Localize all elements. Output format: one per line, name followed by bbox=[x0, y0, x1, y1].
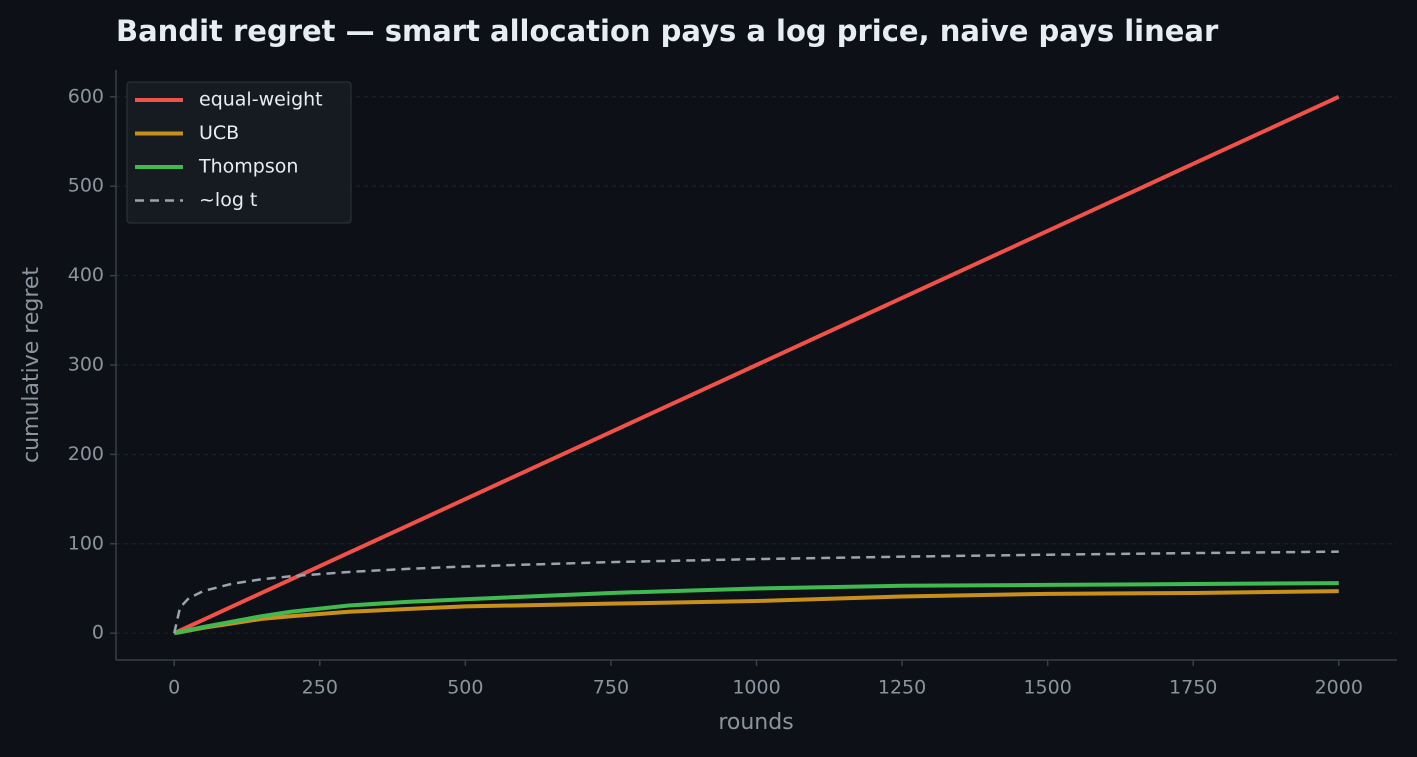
legend: equal-weight UCB Thompson ~log t bbox=[126, 81, 352, 224]
chart-title: Bandit regret — smart allocation pays a … bbox=[116, 14, 1219, 48]
legend-box bbox=[126, 81, 352, 224]
x-tick-label: 750 bbox=[593, 677, 629, 699]
x-tick-label: 1500 bbox=[1023, 677, 1071, 699]
x-axis-label: rounds bbox=[718, 710, 793, 735]
x-tick-label: 0 bbox=[168, 677, 180, 699]
legend-label: Thompson bbox=[198, 156, 298, 178]
series-line bbox=[173, 581, 1339, 636]
legend-label: equal-weight bbox=[199, 89, 323, 111]
y-tick-label: 600 bbox=[68, 85, 104, 107]
y-tick-label: 100 bbox=[68, 532, 104, 554]
y-tick-label: 500 bbox=[68, 175, 104, 197]
series-line bbox=[173, 550, 1339, 634]
series-line bbox=[173, 95, 1340, 635]
legend-label: UCB bbox=[199, 122, 239, 144]
y-tick-label: 200 bbox=[68, 443, 104, 465]
y-tick-label: 0 bbox=[92, 622, 104, 644]
x-tick-label: 500 bbox=[447, 677, 483, 699]
y-tick-label: 400 bbox=[68, 264, 104, 286]
y-axis-label: cumulative regret bbox=[19, 267, 44, 463]
x-tick-label: 250 bbox=[302, 677, 338, 699]
x-tick-label: 1750 bbox=[1169, 677, 1217, 699]
legend-label: ~log t bbox=[199, 189, 257, 211]
x-tick-label: 1250 bbox=[878, 677, 926, 699]
x-tick-label: 1000 bbox=[732, 677, 780, 699]
y-tick-label: 300 bbox=[68, 354, 104, 376]
x-tick-label: 2000 bbox=[1315, 677, 1363, 699]
